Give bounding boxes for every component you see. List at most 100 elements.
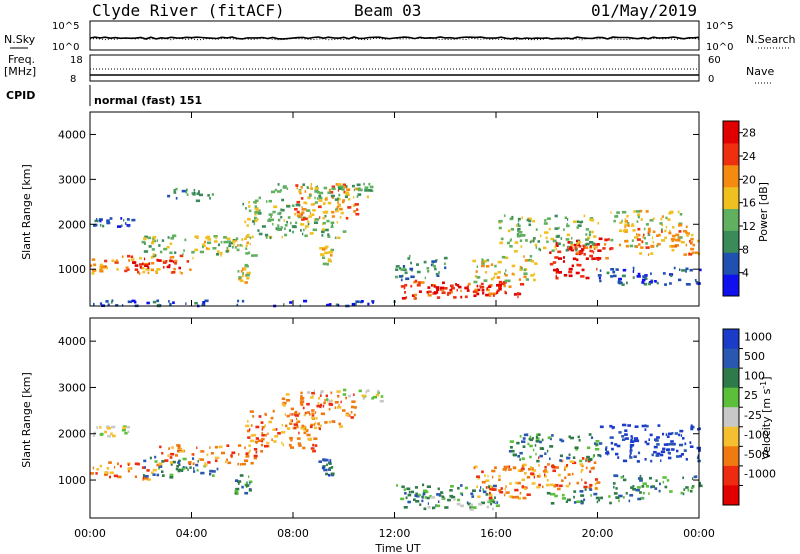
heatmap-cell — [296, 210, 300, 214]
heatmap-cell — [304, 226, 307, 230]
heatmap-cell — [236, 480, 242, 483]
heatmap-cell — [643, 275, 647, 279]
heatmap-cell — [300, 186, 303, 189]
heatmap-cell — [235, 238, 238, 242]
heatmap-cell — [491, 469, 496, 473]
heatmap-cell — [405, 277, 410, 281]
heatmap-cell — [272, 222, 274, 226]
heatmap-cell — [243, 268, 247, 271]
heatmap-cell — [527, 442, 530, 446]
heatmap-cell — [286, 187, 289, 191]
heatmap-cell — [169, 251, 173, 255]
heatmap-cell — [649, 219, 654, 222]
heatmap-cell — [585, 459, 587, 463]
heatmap-cell — [324, 458, 329, 462]
heatmap-cell — [546, 491, 551, 495]
heatmap-cell — [576, 258, 579, 262]
heatmap-cell — [324, 251, 329, 255]
heatmap-cell — [182, 466, 185, 469]
heatmap-cell — [661, 239, 666, 242]
heatmap-cell — [636, 486, 641, 489]
heatmap-cell — [591, 230, 594, 234]
heatmap-cell — [632, 270, 635, 273]
heatmap-cell — [685, 270, 687, 273]
heatmap-cell — [261, 428, 264, 431]
heatmap-cell — [492, 488, 497, 491]
velocity-colorbar-label: Velocity [m s-1] — [759, 376, 774, 459]
heatmap-cell — [307, 196, 311, 200]
heatmap-cell — [634, 425, 639, 428]
heatmap-cell — [422, 483, 425, 487]
heatmap-cell — [281, 441, 283, 445]
heatmap-cell — [568, 274, 573, 278]
heatmap-cell — [488, 496, 493, 500]
heatmap-cell — [476, 292, 480, 296]
heatmap-cell — [569, 498, 571, 502]
heatmap-cell — [328, 258, 331, 262]
heatmap-cell — [254, 207, 259, 210]
heatmap-cell — [177, 446, 181, 449]
heatmap-cell — [127, 300, 132, 304]
heatmap-cell — [553, 484, 557, 488]
heatmap-cell — [483, 259, 488, 263]
heatmap-cell — [139, 263, 143, 266]
heatmap-cell — [436, 504, 441, 508]
y-tick-label: 2000 — [58, 218, 86, 231]
heatmap-cell — [691, 485, 695, 488]
heatmap-cell — [489, 294, 492, 297]
heatmap-cell — [503, 465, 508, 469]
heatmap-cell — [504, 256, 509, 260]
heatmap-cell — [219, 252, 223, 255]
heatmap-cell — [331, 215, 335, 218]
heatmap-cell — [635, 210, 641, 213]
heatmap-cell — [675, 233, 680, 237]
nsearch-trace — [89, 37, 700, 41]
heatmap-cell — [319, 427, 321, 431]
colorbar-tick-label: -25 — [744, 409, 762, 422]
heatmap-cell — [526, 475, 531, 479]
heatmap-cell — [358, 389, 362, 393]
heatmap-cell — [615, 487, 618, 490]
heatmap-cell — [241, 244, 244, 248]
heatmap-cell — [467, 282, 471, 286]
heatmap-cell — [319, 424, 322, 428]
heatmap-cell — [182, 457, 187, 461]
heatmap-cell — [353, 196, 355, 199]
heatmap-cell — [623, 228, 628, 232]
heatmap-cell — [330, 248, 334, 252]
heatmap-cell — [476, 265, 479, 268]
heatmap-cell — [318, 194, 322, 198]
heatmap-cell — [294, 410, 298, 414]
heatmap-cell — [519, 435, 522, 438]
heatmap-cell — [308, 215, 312, 218]
colorbar-swatch — [723, 387, 739, 408]
heatmap-cell — [200, 450, 205, 453]
heatmap-cell — [549, 262, 554, 266]
heatmap-cell — [357, 187, 361, 190]
heatmap-cell — [306, 209, 311, 212]
heatmap-cell — [296, 437, 301, 440]
heatmap-cell — [209, 197, 211, 200]
heatmap-cell — [652, 240, 655, 244]
heatmap-cell — [427, 505, 431, 509]
heatmap-cell — [424, 496, 427, 499]
heatmap-cell — [631, 239, 634, 242]
heatmap-cell — [656, 452, 661, 456]
heatmap-cell — [597, 454, 601, 457]
heatmap-cell — [143, 242, 146, 245]
heatmap-cell — [696, 456, 699, 460]
heatmap-cell — [618, 499, 620, 503]
heatmap-cell — [157, 259, 162, 262]
heatmap-cell — [645, 246, 650, 249]
heatmap-cell — [579, 459, 583, 463]
heatmap-cell — [678, 230, 682, 233]
heatmap-cell — [234, 492, 239, 495]
heatmap-cell — [560, 237, 563, 240]
heatmap-cell — [403, 506, 408, 509]
heatmap-cell — [530, 259, 533, 263]
heatmap-cell — [669, 282, 672, 285]
heatmap-cell — [154, 460, 158, 463]
heatmap-cell — [109, 217, 113, 220]
colorbar-swatch — [723, 164, 739, 188]
power-heatmap — [90, 182, 702, 308]
